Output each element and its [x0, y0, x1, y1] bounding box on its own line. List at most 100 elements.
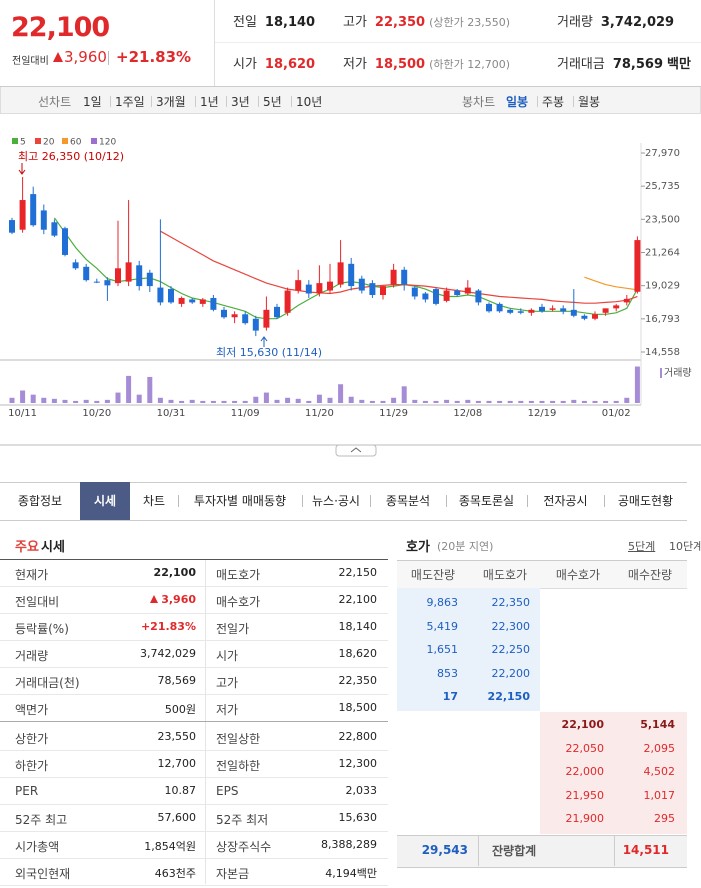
tab[interactable]: 종목토론실	[458, 494, 515, 508]
legend-label: 20	[43, 138, 55, 148]
quote-value: 4,194백만	[325, 867, 377, 880]
candle-body	[295, 280, 302, 291]
row-line	[0, 885, 388, 886]
x-tick-label: 12/08	[453, 408, 482, 419]
volume-bar	[316, 394, 322, 403]
volume-bar	[285, 397, 291, 403]
candle-body	[274, 306, 280, 318]
tab[interactable]: 투자자별 매매동향	[193, 494, 287, 508]
quote-label: 고가	[216, 676, 239, 690]
tab[interactable]: 차트	[142, 494, 166, 508]
period-bar	[0, 87, 701, 114]
tab[interactable]: 종목분석	[385, 494, 431, 508]
bid-quantity: 1,017	[643, 788, 676, 802]
y-tick-label: 16,793	[645, 314, 680, 325]
period-separator	[110, 96, 111, 107]
stat-note: (하한가 12,700)	[429, 58, 511, 71]
tab-separator	[527, 495, 528, 507]
candle-period-option[interactable]: 주봉	[542, 95, 565, 109]
bid-quantity: 295	[654, 812, 675, 825]
low-annotation: 최저 15,630 (11/14)	[216, 346, 322, 359]
expand-button[interactable]	[335, 444, 377, 457]
y-tick-label: 23,500	[645, 214, 680, 225]
tab[interactable]: 시세	[80, 482, 130, 520]
candle-body	[380, 286, 386, 295]
quote-value: 463천주	[154, 867, 196, 880]
candle-body	[9, 220, 15, 233]
volume-bar	[507, 400, 513, 403]
quote-label: 상한가	[15, 732, 49, 746]
period-option[interactable]: 1일	[83, 95, 102, 109]
quote-label: 저가	[216, 703, 239, 717]
y-tick-label: 27,970	[645, 148, 680, 159]
tab-separator	[370, 495, 371, 507]
quote-label: 자본금	[216, 867, 250, 881]
change-rate: +21.83%	[116, 48, 192, 66]
tab[interactable]: 종합정보	[17, 494, 63, 508]
tab-separator	[302, 495, 303, 507]
volume-bar	[115, 392, 121, 403]
ask-quantity: 5,419	[426, 619, 459, 633]
bid-price: 22,050	[565, 741, 605, 755]
quote-up-icon	[150, 595, 158, 603]
current-price: 22,100	[11, 12, 110, 43]
legend-label: 60	[70, 138, 82, 148]
candle-body	[517, 311, 524, 313]
candle-period-option[interactable]: 월봉	[578, 95, 601, 109]
candle-body	[613, 305, 620, 309]
period-option[interactable]: 3개월	[156, 95, 186, 109]
x-tick-label: 01/02	[602, 408, 631, 419]
y-tick-label: 14,558	[645, 347, 680, 358]
volume-bar	[136, 394, 142, 403]
ask-price: 22,250	[491, 643, 531, 656]
volume-bar	[603, 400, 609, 403]
volume-label-marker	[660, 368, 662, 378]
x-tick-label: 11/09	[231, 408, 260, 419]
volume-bar	[613, 400, 619, 403]
volume-bar	[380, 400, 386, 403]
row-line	[0, 804, 388, 805]
ask-quantity: 853	[437, 666, 458, 680]
up-triangle	[53, 52, 63, 62]
quote-label: 시가총액	[15, 840, 60, 854]
volume-bar	[62, 399, 68, 403]
volume-bar	[242, 400, 248, 403]
quote-value: 22,800	[338, 730, 378, 743]
quote-label: EPS	[216, 784, 239, 798]
period-option[interactable]: 3년	[231, 95, 250, 109]
candle-body	[252, 318, 259, 331]
level-option[interactable]: 5단계	[628, 540, 656, 553]
candle-period-option[interactable]: 일봉	[506, 95, 529, 109]
quote-label: 매도호가	[216, 568, 261, 582]
volume-bar	[83, 399, 89, 403]
row-line	[0, 613, 388, 614]
candle-body	[30, 194, 37, 226]
period-option[interactable]: 10년	[296, 95, 323, 109]
quote-value: 57,600	[157, 811, 197, 824]
quote-label: 외국인현재	[15, 867, 71, 881]
period-separator	[226, 96, 227, 107]
level-option[interactable]: 10단계	[669, 540, 701, 553]
volume-bar	[528, 400, 534, 403]
stat-value: 18,500	[374, 57, 426, 72]
volume-bar	[497, 400, 503, 403]
legend-swatch	[12, 138, 18, 144]
header-left-box	[0, 0, 215, 86]
legend-swatch	[62, 138, 68, 144]
period-option[interactable]: 5년	[263, 95, 282, 109]
tab[interactable]: 공매도현황	[617, 494, 674, 508]
volume-bar	[475, 400, 481, 403]
period-option[interactable]: 1년	[200, 95, 219, 109]
high-arrow-head	[18, 169, 26, 175]
tab[interactable]: 전자공시	[543, 494, 588, 508]
quote-label: 전일가	[216, 622, 250, 636]
quote-title: 시세	[41, 540, 65, 555]
candle-body	[210, 297, 217, 310]
quote-label: 시가	[216, 649, 239, 663]
tab[interactable]: 뉴스·공시	[312, 494, 360, 508]
expand-chevron	[350, 447, 362, 453]
period-option[interactable]: 1주일	[115, 95, 145, 109]
volume-bar	[592, 400, 598, 403]
candle-body	[549, 308, 556, 310]
x-tick-label: 11/20	[305, 408, 334, 419]
